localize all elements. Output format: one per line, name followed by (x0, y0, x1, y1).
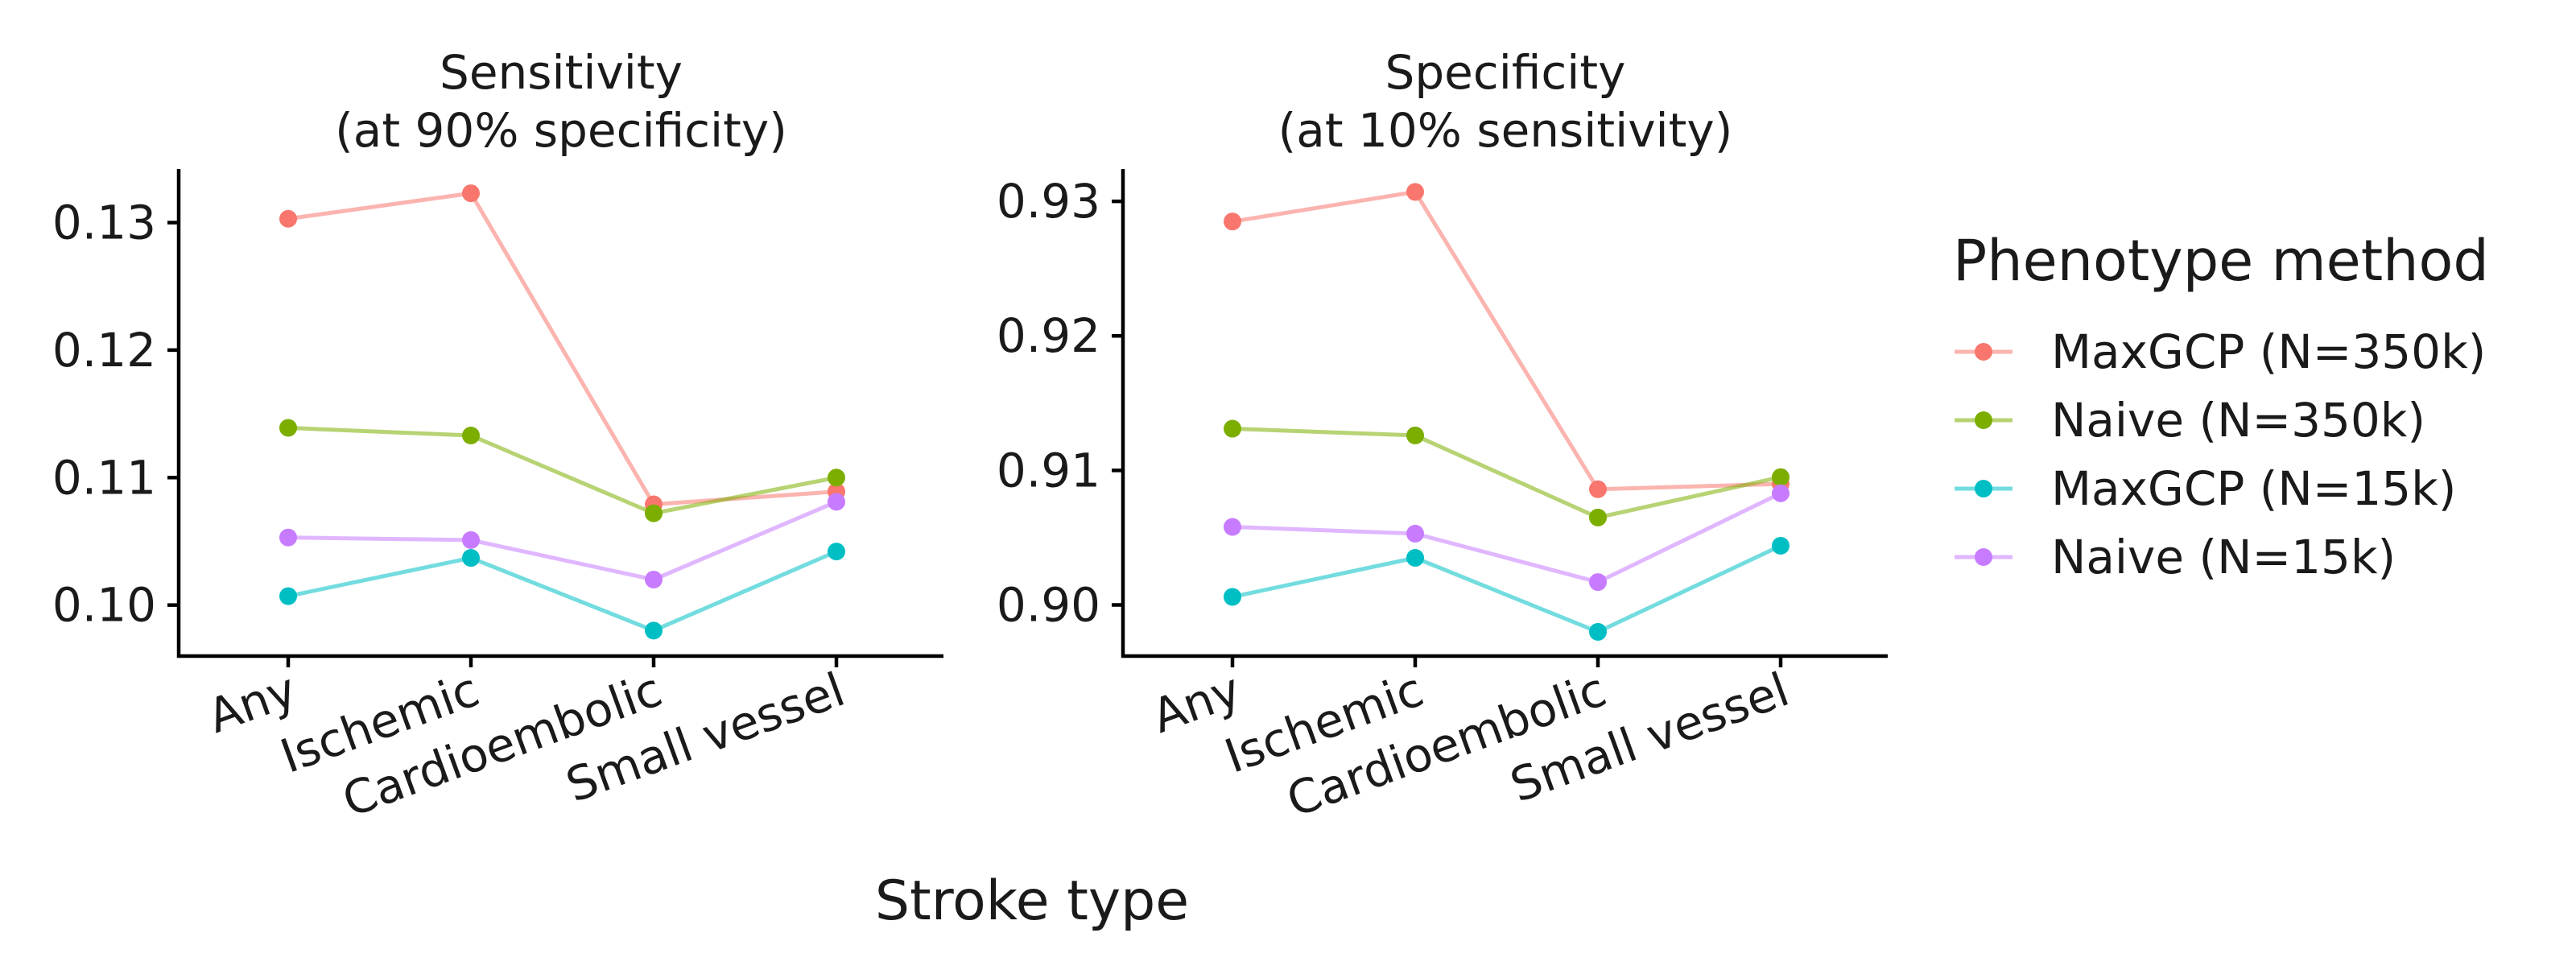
data-point (1406, 426, 1424, 444)
data-point (462, 549, 480, 568)
data-point (1224, 419, 1241, 438)
series-line (1232, 189, 1781, 492)
legend-label: Naive (N=15k) (2051, 530, 2396, 584)
data-point (645, 504, 663, 522)
data-point (462, 530, 480, 549)
axis-lines (176, 169, 943, 658)
data-point (462, 184, 480, 203)
legend-key-marker (1975, 548, 1992, 566)
data-point (279, 587, 297, 605)
legend-title: Phenotype method (1953, 228, 2489, 294)
series-line (287, 500, 837, 582)
series-maxgcp-n-15k (1224, 536, 1790, 641)
panel-title: Specificity (1385, 45, 1626, 100)
data-point (279, 528, 297, 547)
data-point (1224, 588, 1241, 606)
legend-label: Naive (N=350k) (2051, 393, 2425, 448)
series-maxgcp-n-350k (279, 184, 845, 514)
series-line (287, 191, 837, 507)
series-naive-n-15k (279, 493, 845, 588)
data-point (279, 419, 297, 437)
legend-key-marker (1975, 343, 1992, 361)
data-point (828, 543, 845, 561)
panel-specificity: Specificity(at 10% sensitivity) 0.90 0.91 0… (997, 45, 1888, 828)
data-point (1224, 518, 1241, 536)
legend: Phenotype method MaxGCP (N=350k) Naive (N… (1953, 228, 2489, 584)
data-point (1589, 622, 1607, 641)
chart-panels: Sensitivity(at 90% specificity) 0.10 0.11 0… (52, 45, 1888, 828)
data-point (1772, 536, 1790, 555)
series-maxgcp-n-15k (279, 543, 845, 640)
data-point (1772, 484, 1790, 502)
series-line (287, 426, 837, 516)
data-point (828, 469, 845, 487)
data-point (1406, 183, 1424, 201)
y-tick-label: 0.91 (997, 443, 1100, 497)
series-line (1232, 427, 1781, 520)
legend-key-marker (1975, 411, 1992, 429)
y-tick-label: 0.13 (52, 196, 156, 250)
legend-items: MaxGCP (N=350k) Naive (N=350k) MaxGCP (N=1… (1955, 324, 2486, 584)
series-line (287, 549, 837, 634)
data-point (1406, 548, 1424, 567)
y-tick-label: 0.12 (52, 323, 156, 378)
axis-lines (1121, 169, 1888, 658)
y-tick-label: 0.11 (52, 450, 156, 505)
series-line (1232, 543, 1782, 634)
y-tick-label: 0.93 (997, 174, 1100, 229)
legend-label: MaxGCP (N=350k) (2051, 324, 2486, 379)
data-point (1589, 508, 1607, 526)
series-naive-n-350k (279, 419, 845, 522)
series-naive-n-350k (1224, 419, 1790, 526)
data-point (462, 427, 480, 445)
data-point (1406, 524, 1424, 543)
series-naive-n-15k (1224, 484, 1790, 592)
panel-sensitivity: Sensitivity(at 90% specificity) 0.10 0.11 0… (52, 45, 943, 828)
legend-key-marker (1975, 480, 1992, 497)
panel-subtitle: (at 90% specificity) (335, 103, 787, 158)
data-point (1772, 468, 1790, 486)
panel-subtitle: (at 10% sensitivity) (1278, 103, 1733, 158)
series-maxgcp-n-350k (1224, 183, 1790, 498)
y-tick-label: 0.10 (52, 578, 156, 633)
data-point (645, 570, 663, 588)
legend-item-maxgcp-n-350k: MaxGCP (N=350k) (1955, 324, 2486, 379)
data-point (1589, 480, 1607, 498)
data-point (279, 209, 297, 228)
legend-item-maxgcp-n-15k: MaxGCP (N=15k) (1955, 461, 2456, 516)
data-point (1589, 573, 1607, 592)
legend-item-naive-n-350k: Naive (N=350k) (1955, 393, 2425, 448)
data-point (1224, 213, 1241, 231)
legend-item-naive-n-15k: Naive (N=15k) (1955, 530, 2396, 584)
data-point (828, 493, 845, 511)
data-point (645, 621, 663, 640)
series-line (1232, 491, 1782, 584)
y-tick-label: 0.90 (997, 577, 1100, 632)
panel-title: Sensitivity (440, 45, 683, 100)
x-axis-title: Stroke type (875, 869, 1189, 933)
legend-label: MaxGCP (N=15k) (2051, 461, 2456, 516)
y-tick-label: 0.92 (997, 308, 1100, 363)
